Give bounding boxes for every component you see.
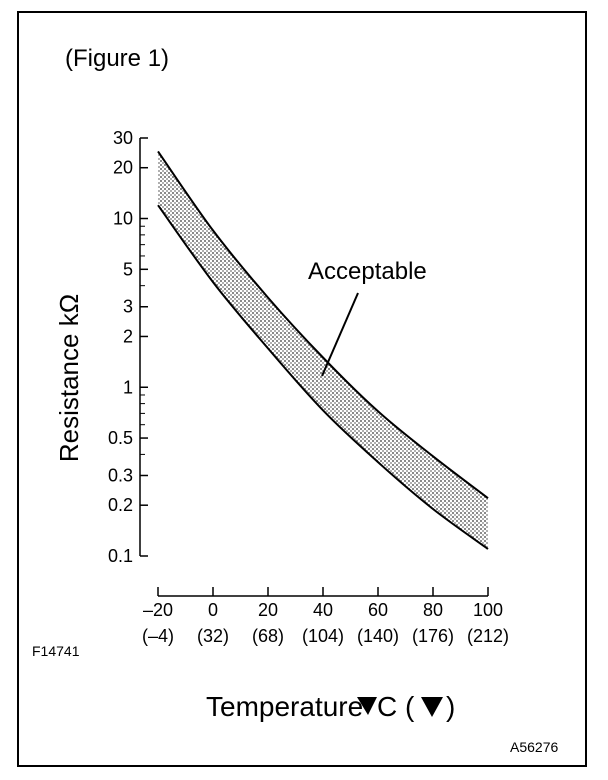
x-tick-label-celsius: 0 (208, 600, 218, 620)
x-tick-label-celsius: 60 (368, 600, 388, 620)
x-axis-ticks (157, 587, 489, 596)
y-tick-label: 10 (113, 209, 133, 229)
y-tick-label: 0.1 (108, 546, 133, 566)
x-tick-label-fahrenheit: (212) (467, 626, 509, 646)
x-axis-label-units: C ( (377, 691, 415, 722)
x-tick-label-fahrenheit: (32) (197, 626, 229, 646)
upper-limit-line (157, 150, 489, 499)
figure-label: (Figure 1) (65, 45, 169, 72)
y-axis-label: Resistance kΩ (54, 294, 84, 462)
x-axis-label-close: ) (446, 691, 455, 722)
y-tick-label: 0.2 (108, 495, 133, 515)
x-axis-label-text: Temperature (206, 691, 363, 722)
y-tick-label: 3 (123, 297, 133, 317)
degree-symbol-icon (357, 697, 377, 715)
acceptable-band (158, 151, 488, 549)
x-tick-label-fahrenheit: (104) (302, 626, 344, 646)
x-tick-label-celsius: 20 (258, 600, 278, 620)
y-tick-label: 2 (123, 326, 133, 346)
y-tick-label: 20 (113, 158, 133, 178)
figure-code-left: F14741 (32, 643, 80, 659)
figure-code-right: A56276 (510, 739, 558, 755)
y-tick-label: 0.3 (108, 465, 133, 485)
y-axis-ticks (140, 137, 148, 557)
degree-symbol-f-icon (421, 697, 443, 717)
plot (157, 150, 489, 550)
y-tick-label: 1 (123, 377, 133, 397)
x-tick-label-fahrenheit: (176) (412, 626, 454, 646)
x-tick-label-celsius: 80 (423, 600, 443, 620)
annotation-leader-line (321, 292, 359, 377)
x-tick-label-celsius: –20 (143, 600, 173, 620)
y-axis-tick-labels: 30 20 10 5 3 2 1 0.5 0.3 0.2 0.1 (108, 128, 133, 566)
acceptable-annotation: Acceptable (308, 258, 427, 285)
x-axis-label: Temperature C ( ) (206, 691, 455, 722)
x-tick-label-fahrenheit: (68) (252, 626, 284, 646)
y-tick-label: 30 (113, 128, 133, 148)
x-tick-label-celsius: 100 (473, 600, 503, 620)
x-axis-celsius-labels: –20 0 20 40 60 80 100 (143, 600, 503, 620)
figure-border (17, 11, 587, 767)
x-tick-label-fahrenheit: (–4) (142, 626, 174, 646)
x-axis-fahrenheit-labels: (–4) (32) (68) (104) (140) (176) (212) (142, 626, 509, 646)
lower-limit-line (157, 204, 489, 550)
y-tick-label: 0.5 (108, 428, 133, 448)
y-tick-label: 5 (123, 259, 133, 279)
x-tick-label-celsius: 40 (313, 600, 333, 620)
x-tick-label-fahrenheit: (140) (357, 626, 399, 646)
